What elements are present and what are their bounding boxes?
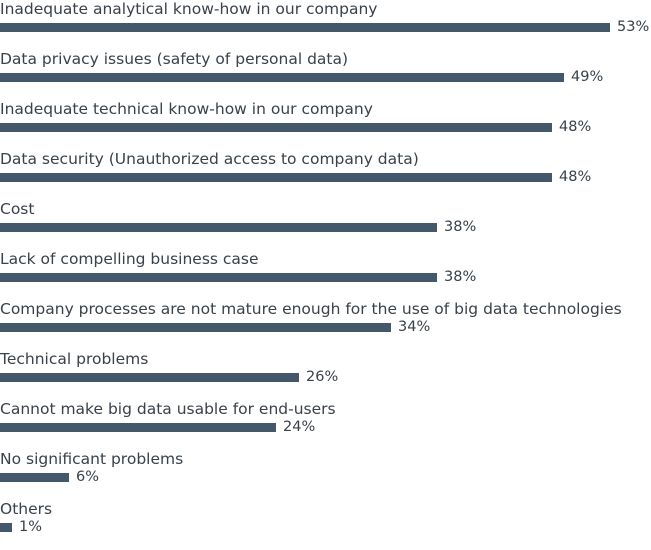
category-label: No significant problems <box>0 450 184 468</box>
category-label: Data privacy issues (safety of personal … <box>0 50 349 68</box>
bar <box>0 173 552 182</box>
bar <box>0 323 391 332</box>
value-label: 48% <box>559 119 592 135</box>
value-label: 53% <box>617 19 650 35</box>
bar-row: Data privacy issues (safety of personal … <box>0 50 651 100</box>
category-label: Inadequate analytical know-how in our co… <box>0 0 378 18</box>
bar <box>0 23 610 32</box>
value-label: 48% <box>559 169 592 185</box>
bar <box>0 223 437 232</box>
value-label: 38% <box>444 219 477 235</box>
category-label: Technical problems <box>0 350 149 368</box>
value-label: 24% <box>283 419 316 435</box>
value-label: 1% <box>19 519 43 535</box>
bar-row: Inadequate analytical know-how in our co… <box>0 0 651 50</box>
bar <box>0 423 276 432</box>
category-label: Data security (Unauthorized access to co… <box>0 150 419 168</box>
bar-row: Data security (Unauthorized access to co… <box>0 150 651 200</box>
bar <box>0 73 564 82</box>
value-label: 26% <box>306 369 339 385</box>
value-label: 34% <box>398 319 431 335</box>
bar-row: Company processes are not mature enough … <box>0 300 651 350</box>
bar <box>0 373 299 382</box>
bar-row: No significant problems 6% <box>0 450 651 500</box>
category-label: Cannot make big data usable for end-user… <box>0 400 336 418</box>
bar-row: Technical problems 26% <box>0 350 651 400</box>
bar <box>0 473 69 482</box>
value-label: 38% <box>444 269 477 285</box>
bar-row: Cost 38% <box>0 200 651 250</box>
bar <box>0 523 12 532</box>
value-label: 49% <box>571 69 604 85</box>
bar-row: Lack of compelling business case 38% <box>0 250 651 300</box>
category-label: Inadequate technical know-how in our com… <box>0 100 373 118</box>
category-label: Cost <box>0 200 35 218</box>
category-label: Others <box>0 500 53 518</box>
category-label: Lack of compelling business case <box>0 250 259 268</box>
category-label: Company processes are not mature enough … <box>0 300 622 318</box>
bar-row: Others 1% <box>0 500 651 550</box>
bar <box>0 273 437 282</box>
value-label: 6% <box>76 469 100 485</box>
bar-row: Inadequate technical know-how in our com… <box>0 100 651 150</box>
bar <box>0 123 552 132</box>
bar-row: Cannot make big data usable for end-user… <box>0 400 651 450</box>
